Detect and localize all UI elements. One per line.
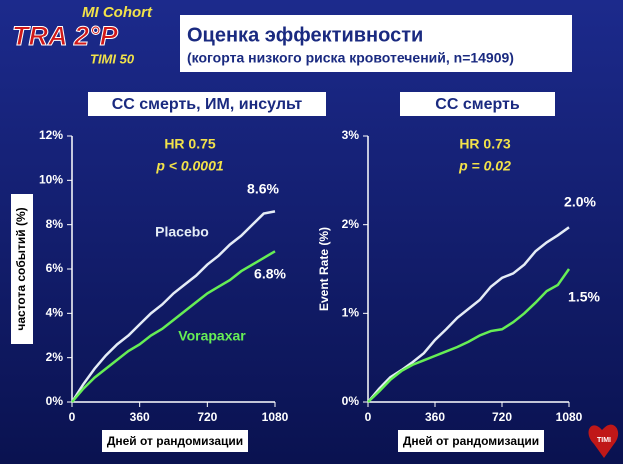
y-tick-label: 10%: [39, 173, 63, 187]
x-tick-label: 0: [365, 410, 372, 424]
x-tick-label: 1080: [556, 410, 583, 424]
annotation: 6.8%: [254, 266, 286, 282]
y-tick-label: 1%: [342, 306, 360, 320]
subtitle: (когорта низкого риска кровотечений, n=1…: [187, 50, 514, 66]
series-label: Vorapaxar: [178, 328, 246, 344]
annotation: HR 0.75: [164, 136, 216, 152]
annotation: 1.5%: [568, 289, 600, 305]
y-tick-label: 8%: [46, 217, 64, 231]
x-tick-label: 720: [492, 410, 512, 424]
panel-title: CC смерть, ИМ, инсульт: [112, 96, 303, 113]
annotation: 8.6%: [247, 181, 279, 197]
x-axis-label: Дней от рандомизации: [403, 434, 539, 448]
annotation: HR 0.73: [459, 136, 511, 152]
y-tick-label: 4%: [46, 306, 64, 320]
panel-title: CC смерть: [435, 96, 520, 113]
annotation: 2.0%: [564, 194, 596, 210]
logo-heart: [588, 424, 619, 458]
study: TIMI 50: [90, 51, 135, 66]
y-axis-label: частота событий (%): [14, 207, 28, 330]
x-label-box: [398, 430, 544, 452]
x-axis-label: Дней от рандомизации: [107, 434, 243, 448]
series-line: [367, 268, 571, 403]
series-line: [70, 210, 276, 403]
x-tick-label: 720: [197, 410, 217, 424]
series-line: [71, 250, 276, 403]
x-tick-label: 0: [69, 410, 76, 424]
y-tick-label: 6%: [46, 261, 64, 275]
y-axis-label: Event Rate (%): [317, 227, 331, 311]
x-label-box: [102, 430, 248, 452]
annotation: p < 0.0001: [155, 158, 224, 174]
logo: TRA 2°P: [12, 21, 119, 51]
y-tick-label: 12%: [39, 128, 63, 142]
panel-title-box: [88, 92, 326, 116]
logo-mark: TIMI: [597, 437, 611, 444]
title: Оценка эффективности: [187, 24, 423, 46]
x-tick-label: 360: [130, 410, 150, 424]
y-tick-label: 2%: [46, 350, 64, 364]
y-tick-label: 2%: [342, 217, 360, 231]
x-tick-label: 1080: [262, 410, 289, 424]
panel-title-box: [400, 92, 555, 116]
y-tick-label: 0%: [46, 394, 64, 408]
series-label: Placebo: [155, 224, 209, 240]
x-tick-label: 360: [425, 410, 445, 424]
title-box: [180, 15, 572, 72]
y-label-box: [11, 194, 33, 344]
y-tick-label: 3%: [342, 128, 360, 142]
y-tick-label: 0%: [342, 394, 360, 408]
cohort: MI Cohort: [82, 4, 153, 21]
annotation: p = 0.02: [458, 158, 511, 174]
